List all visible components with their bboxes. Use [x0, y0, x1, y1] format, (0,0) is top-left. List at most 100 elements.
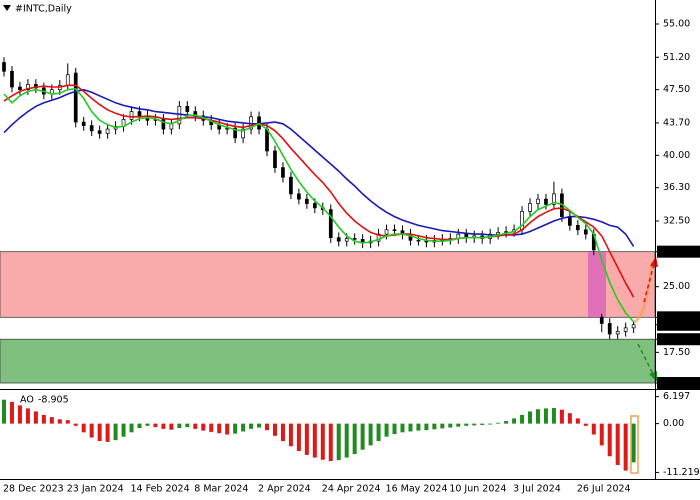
candle-body	[26, 84, 30, 91]
oscillator-bar	[416, 423, 421, 431]
y-tick-label: 6.197	[663, 391, 690, 402]
y-tick-label: 25.00	[663, 281, 690, 292]
oscillator-bar	[288, 423, 293, 447]
candle-body	[496, 232, 500, 235]
oscillator-bar	[49, 417, 54, 424]
gap-highlight	[588, 252, 606, 317]
oscillator-bar	[41, 414, 46, 424]
candle-body	[312, 203, 317, 209]
oscillator-bar	[73, 423, 78, 426]
menu-triangle	[3, 5, 11, 11]
zones	[0, 251, 656, 384]
y-tick-label: 20.65	[663, 319, 690, 330]
candle-body	[137, 111, 142, 117]
candle-body	[2, 62, 6, 72]
candle-body	[328, 209, 333, 239]
oscillator-bar	[89, 423, 94, 438]
zone	[0, 338, 656, 384]
oscillator-bar	[113, 423, 118, 441]
oscillator-bar	[543, 408, 548, 424]
indicator-value: -8.905	[38, 395, 69, 406]
oscillator-bar	[448, 423, 453, 428]
moving-average-line	[3, 87, 635, 323]
oscillator-bar	[472, 423, 477, 426]
oscillator-bar	[496, 422, 501, 424]
oscillator-bar	[376, 423, 381, 442]
oscillator-bar	[575, 418, 580, 424]
moving-average-line	[3, 88, 635, 247]
oscillator-bar	[488, 423, 493, 425]
oscillator-bar	[480, 423, 485, 425]
y-tick-label: 17.50	[663, 347, 690, 358]
candle-body	[161, 119, 166, 130]
zone	[0, 251, 656, 318]
oscillator-bar	[185, 423, 190, 428]
candle-body	[73, 72, 78, 123]
oscillator-bar	[368, 423, 373, 446]
indicator-name: AO	[20, 395, 34, 406]
oscillator-bar	[161, 423, 166, 429]
y-tick-label: 51.20	[663, 52, 690, 63]
oscillator-bar	[504, 421, 509, 424]
oscillator-bar	[551, 407, 556, 424]
candle-body	[376, 233, 381, 242]
x-tick-label: 23 Jan 2024	[67, 484, 124, 495]
moving-average-line	[3, 84, 635, 298]
y-tick-label: 36.30	[663, 182, 690, 193]
oscillator-bar	[249, 423, 254, 429]
candle-body	[241, 128, 245, 139]
candle-body	[344, 238, 349, 242]
oscillator-bar	[408, 423, 413, 432]
oscillator-bar	[217, 423, 222, 434]
candle-body	[544, 198, 548, 205]
candle-body	[18, 86, 22, 91]
oscillator-bar	[440, 423, 445, 429]
oscillator-bar	[241, 423, 246, 432]
oscillator-bar	[33, 411, 38, 424]
oscillator-bar	[615, 423, 620, 465]
tick-label-box	[657, 245, 700, 258]
candle-body	[97, 130, 102, 134]
oscillator-bar	[559, 409, 564, 424]
oscillator-bar	[17, 405, 22, 424]
x-tick-label: 26 Jul 2024	[577, 484, 631, 495]
tick-label-box	[657, 318, 700, 331]
candle-body	[416, 239, 421, 242]
candle-body	[105, 128, 110, 134]
y-tick-label: 32.50	[663, 216, 690, 227]
x-tick-label: 3 Jul 2024	[513, 484, 561, 495]
oscillator-bar	[9, 401, 14, 424]
x-tick-label: 8 Mar 2024	[194, 484, 248, 495]
candle-body	[129, 111, 134, 120]
oscillator-bar	[631, 423, 636, 463]
candle-body	[575, 225, 580, 231]
candle-body	[504, 231, 508, 233]
oscillator-bar	[145, 423, 150, 426]
y-tick-label: 43.70	[663, 117, 690, 128]
tick-label-box	[657, 333, 700, 346]
oscillator-bar	[201, 423, 206, 431]
candle-body	[536, 198, 540, 204]
candle-body	[336, 237, 341, 242]
oscillator-bar	[272, 423, 277, 436]
oscillator-bar	[567, 413, 572, 424]
candle-body	[631, 324, 636, 329]
candle-body	[297, 193, 301, 200]
oscillator-bar	[535, 409, 540, 424]
chart-title: #INTC,Daily	[15, 4, 72, 15]
x-tick-label: 24 Apr 2024	[322, 484, 381, 495]
oscillator-bar	[392, 423, 397, 435]
oscillator-bar	[25, 408, 30, 424]
candle-body	[583, 229, 588, 235]
oscillator-bar	[456, 423, 461, 427]
oscillator-bar	[320, 423, 325, 460]
oscillator-bar	[169, 423, 174, 430]
oscillator-bar	[328, 423, 333, 462]
oscillator-bar	[400, 423, 405, 433]
y-tick-label: 55.00	[663, 18, 690, 29]
y-tick-label: 19.00	[663, 334, 690, 345]
